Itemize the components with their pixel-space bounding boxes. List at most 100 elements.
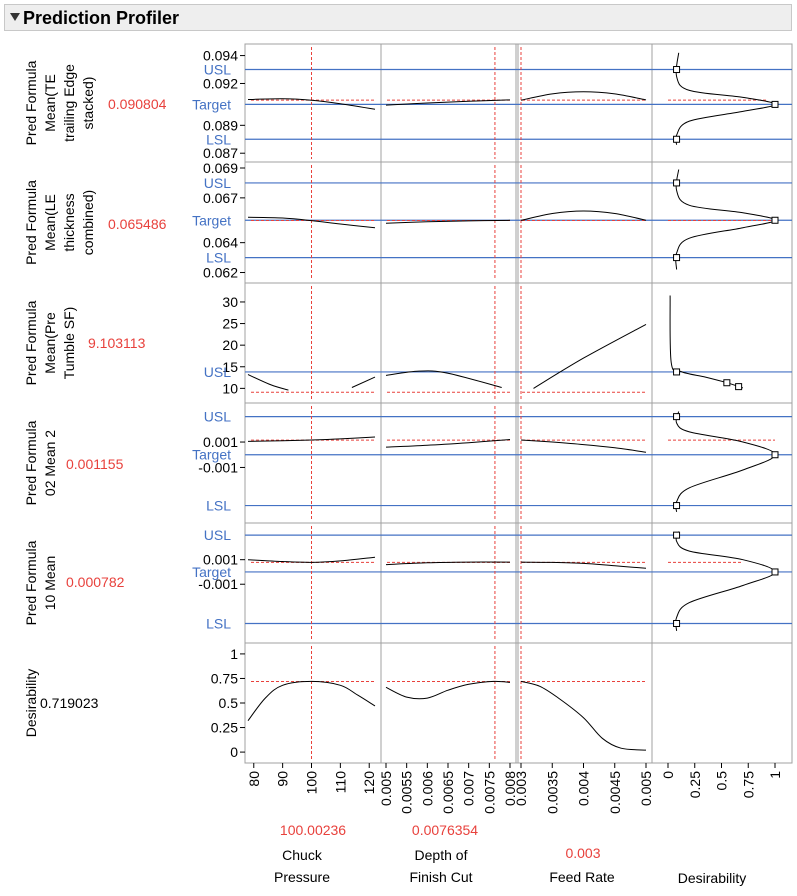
- plot-cell: [380, 282, 517, 404]
- desirability-axis-label: Desirability: [678, 870, 746, 886]
- prediction-curve: [385, 680, 511, 700]
- y-tick-label: 0: [230, 744, 238, 760]
- spec-limit-label: Target: [192, 564, 231, 580]
- plot-cell: [244, 642, 382, 764]
- plot-cell: [651, 642, 793, 764]
- plot-cell: [515, 522, 653, 644]
- spec-limit-label: Target: [192, 212, 231, 228]
- x-tick-label: 0.0055: [399, 771, 415, 814]
- x-tick-label: 0.0065: [440, 771, 456, 814]
- response-current-value: 0.090804: [108, 96, 167, 112]
- factor-current-value: 0.003: [565, 845, 600, 861]
- y-tick-label: -0.001: [198, 459, 238, 475]
- x-tick-label: 0.5: [714, 771, 730, 791]
- spec-limit-label: USL: [204, 364, 231, 380]
- prediction-curve: [247, 98, 376, 110]
- y-tick-label: 30: [222, 294, 238, 310]
- y-tick-label: 0.094: [203, 48, 238, 64]
- spec-limit-label: LSL: [206, 250, 231, 266]
- prediction-curve: [385, 439, 511, 448]
- desirability-handle: [735, 383, 743, 391]
- response-label: Pred Formula: [23, 540, 39, 625]
- spec-limit-label: USL: [204, 527, 231, 543]
- response-current-value: 9.103113: [88, 335, 146, 351]
- y-tick-label: 0.069: [203, 160, 238, 176]
- y-tick-label: 0.001: [203, 434, 238, 450]
- prediction-curve: [520, 680, 647, 751]
- spec-limit-label: USL: [204, 62, 231, 78]
- desirability-handle: [673, 135, 681, 143]
- prediction-curve: [520, 561, 647, 569]
- factor-current-value: 100.00236: [280, 822, 346, 838]
- desirability-handle: [771, 451, 779, 459]
- spec-limit-label: Target: [192, 447, 231, 463]
- prediction-curve: [533, 323, 647, 389]
- desirability-handle: [673, 502, 681, 510]
- prediction-curve: [247, 374, 289, 391]
- factor-name: Pressure: [274, 869, 330, 885]
- prediction-curve: [351, 376, 376, 388]
- desirability-function-curve: [675, 411, 776, 512]
- plot-cell: [515, 282, 653, 404]
- desirability-handle: [673, 531, 681, 539]
- desirability-handle: [673, 179, 681, 187]
- y-tick-label: 0.087: [203, 145, 238, 161]
- desirability-handle: [723, 379, 731, 387]
- y-tick-label: 0.089: [203, 117, 238, 133]
- panel-title: Prediction Profiler: [23, 8, 180, 28]
- x-tick-label: 0.006: [419, 771, 435, 806]
- x-tick-label: 0.004: [576, 771, 592, 806]
- desirability-function-curve: [675, 52, 776, 145]
- response-current-value: 0.065486: [108, 216, 167, 232]
- spec-limit-label: USL: [204, 409, 231, 425]
- desirability-function-curve: [675, 531, 776, 631]
- desirability-function-curve: [669, 295, 744, 389]
- prediction-curve: [385, 561, 511, 566]
- plot-cell: [515, 161, 653, 284]
- response-label: 02 Mean 2: [42, 430, 58, 496]
- y-tick-label: 0.5: [219, 695, 239, 711]
- spec-limit-label: LSL: [206, 616, 231, 632]
- x-tick-label: 0.005: [378, 771, 394, 806]
- x-tick-label: 110: [332, 771, 348, 794]
- x-tick-label: 0.008: [502, 771, 518, 806]
- y-tick-label: 15: [222, 359, 238, 375]
- plot-cell: [244, 161, 382, 284]
- plot-cell: [515, 43, 653, 163]
- x-tick-label: 0.005: [638, 771, 654, 806]
- factor-name: Depth of: [415, 847, 468, 863]
- plot-cell: [515, 642, 653, 764]
- profiler-title-bar[interactable]: Prediction Profiler: [4, 4, 792, 31]
- response-label: Pred Formula: [23, 60, 39, 145]
- y-tick-label: 0.75: [211, 670, 238, 686]
- response-current-value: 0.001155: [66, 456, 124, 472]
- response-label: Mean(LE: [42, 194, 58, 251]
- factor-name: Chuck: [282, 847, 323, 863]
- response-current-value: 0.719023: [40, 695, 99, 711]
- y-tick-label: 0.001: [203, 552, 238, 568]
- x-tick-label: 0: [660, 771, 676, 779]
- desirability-handle: [673, 254, 681, 262]
- response-label: Mean(Pre: [42, 312, 58, 374]
- x-tick-label: 1: [767, 771, 783, 779]
- y-tick-label: 0.064: [203, 235, 238, 251]
- response-label: Tumble SF): [61, 307, 77, 380]
- factor-current-value: 0.0076354: [412, 822, 478, 838]
- disclosure-triangle-icon[interactable]: [10, 13, 20, 21]
- prediction-curve: [520, 210, 647, 221]
- prediction-curve: [520, 91, 647, 101]
- prediction-curve: [520, 439, 647, 453]
- plot-cell: [244, 282, 382, 404]
- desirability-handle: [673, 620, 681, 627]
- desirability-handle: [771, 100, 779, 108]
- x-tick-label: 100: [304, 771, 320, 795]
- prediction-curve: [385, 219, 511, 224]
- y-tick-label: 0.067: [203, 190, 238, 206]
- x-tick-label: 0.0075: [481, 771, 497, 814]
- response-current-value: 0.000782: [66, 574, 125, 590]
- x-tick-label: 0.0035: [544, 771, 560, 814]
- plot-cell: [380, 642, 517, 764]
- desirability-handle: [673, 413, 681, 421]
- response-label: Pred Formula: [23, 300, 39, 385]
- desirability-handle: [771, 568, 779, 576]
